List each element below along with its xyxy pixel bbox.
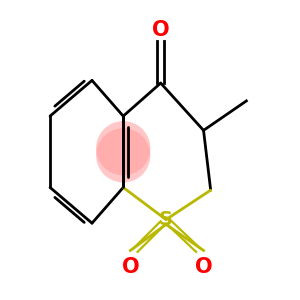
Text: O: O — [152, 20, 170, 40]
Circle shape — [96, 128, 150, 182]
Circle shape — [96, 121, 150, 175]
Text: O: O — [195, 256, 212, 277]
Text: S: S — [159, 210, 173, 229]
Text: O: O — [122, 256, 139, 277]
